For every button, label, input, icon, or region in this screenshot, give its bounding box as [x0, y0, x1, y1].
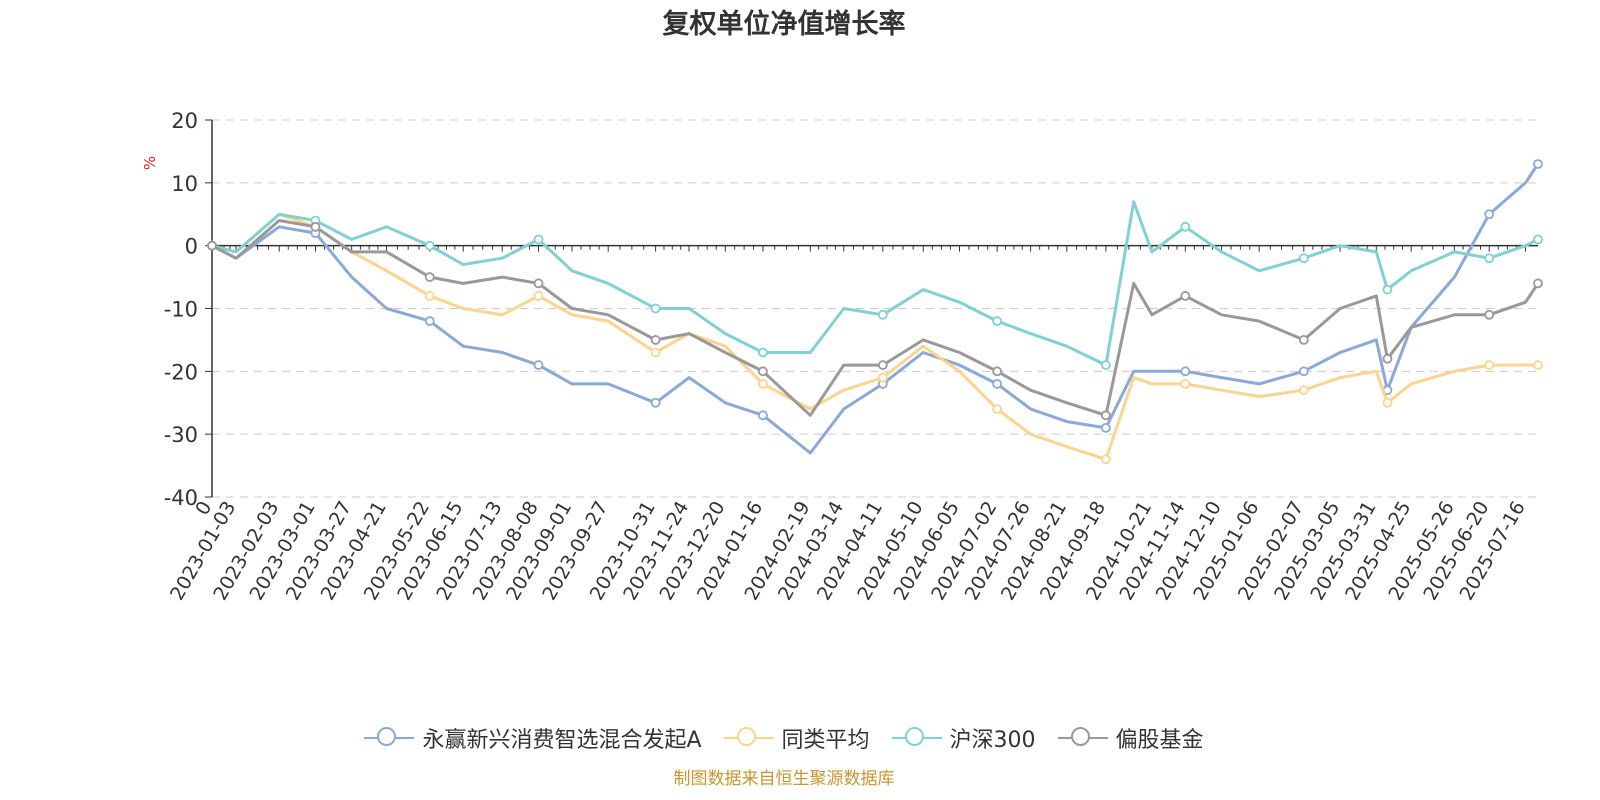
series-point-2	[1180, 221, 1191, 232]
series-point-3	[424, 272, 435, 282]
y-tick-label: 20	[171, 109, 198, 133]
series-point-3	[1382, 353, 1393, 364]
series-point-0	[1533, 159, 1543, 169]
legend-label: 偏股基金	[1115, 728, 1204, 753]
series-point-1	[877, 372, 888, 383]
y-tick-label: 10	[171, 172, 198, 196]
legend-marker-icon	[723, 726, 774, 750]
series-line-2	[211, 200, 1539, 367]
series-point-3	[1533, 278, 1543, 289]
grid-layer	[212, 119, 1538, 498]
line-chart: 20100-10-20-30-40%02023-01-032023-02-032…	[141, 109, 1543, 604]
series-point-2	[1484, 253, 1495, 264]
series-point-1	[1533, 360, 1543, 370]
series-point-1	[424, 291, 435, 301]
series-point-1	[1180, 378, 1191, 389]
series-point-1	[1382, 397, 1393, 408]
series-line-3	[211, 219, 1540, 417]
series-point-3	[877, 360, 888, 370]
series-point-0	[758, 410, 768, 421]
series-point-0	[1180, 366, 1191, 377]
y-tick-label: -30	[164, 423, 198, 447]
series-point-0	[1298, 366, 1309, 377]
y-axis-label: %	[141, 156, 159, 170]
series-point-0	[424, 316, 435, 326]
series-point-2	[758, 347, 768, 358]
series-point-3	[1484, 309, 1495, 320]
legend: 永赢新兴消费智选混合发起A 同类平均 沪深300 偏股基金	[0, 722, 1568, 754]
series-point-3	[1298, 335, 1309, 345]
series-point-1	[1100, 454, 1111, 465]
series-point-0	[992, 378, 1003, 389]
series-point-0	[533, 360, 544, 370]
series-point-0	[1100, 422, 1111, 433]
series-point-1	[650, 347, 661, 358]
series-point-3	[1100, 410, 1111, 421]
series-point-1	[1298, 385, 1309, 396]
y-tick-label: 0	[185, 235, 198, 259]
series-point-1	[758, 378, 768, 389]
legend-label: 永赢新兴消费智选混合发起A	[422, 728, 702, 753]
series-point-1	[1484, 360, 1495, 370]
series-point-2	[533, 234, 544, 245]
legend-item[interactable]: 同类平均	[723, 722, 870, 754]
series-point-2	[1533, 234, 1543, 245]
series-point-0	[1484, 209, 1495, 220]
series-point-1	[992, 404, 1003, 414]
series-point-3	[992, 366, 1003, 377]
legend-label: 同类平均	[781, 728, 870, 753]
legend-item[interactable]: 沪深300	[891, 722, 1036, 754]
series-layer	[207, 159, 1543, 465]
series-point-1	[533, 291, 544, 301]
series-point-2	[992, 316, 1003, 326]
series-point-3	[758, 366, 768, 377]
y-tick-label: -10	[164, 298, 198, 322]
series-line-0	[211, 163, 1540, 455]
series-point-2	[877, 309, 888, 320]
series-point-2	[1100, 360, 1111, 370]
y-tick-label: -20	[164, 360, 198, 384]
series-point-2	[1382, 284, 1393, 295]
y-tick-label: -40	[164, 486, 198, 510]
series-point-3	[310, 221, 321, 232]
series-point-0	[650, 397, 661, 408]
legend-marker-icon	[891, 726, 942, 750]
series-point-2	[650, 303, 661, 314]
series-point-3	[650, 335, 661, 345]
legend-marker-icon	[1057, 726, 1108, 750]
legend-item[interactable]: 偏股基金	[1057, 722, 1204, 754]
series-line-1	[211, 212, 1538, 461]
legend-item[interactable]: 永赢新兴消费智选混合发起A	[364, 722, 702, 754]
legend-label: 沪深300	[949, 728, 1036, 753]
source-note: 制图数据来自恒生聚源数据库	[673, 769, 895, 789]
series-point-3	[533, 278, 544, 289]
legend-marker-icon	[364, 726, 415, 750]
series-point-3	[207, 240, 217, 251]
series-point-2	[1298, 253, 1309, 264]
series-point-2	[424, 240, 435, 251]
chart-title: 复权单位净值增长率	[662, 9, 906, 40]
series-point-3	[1180, 291, 1191, 301]
